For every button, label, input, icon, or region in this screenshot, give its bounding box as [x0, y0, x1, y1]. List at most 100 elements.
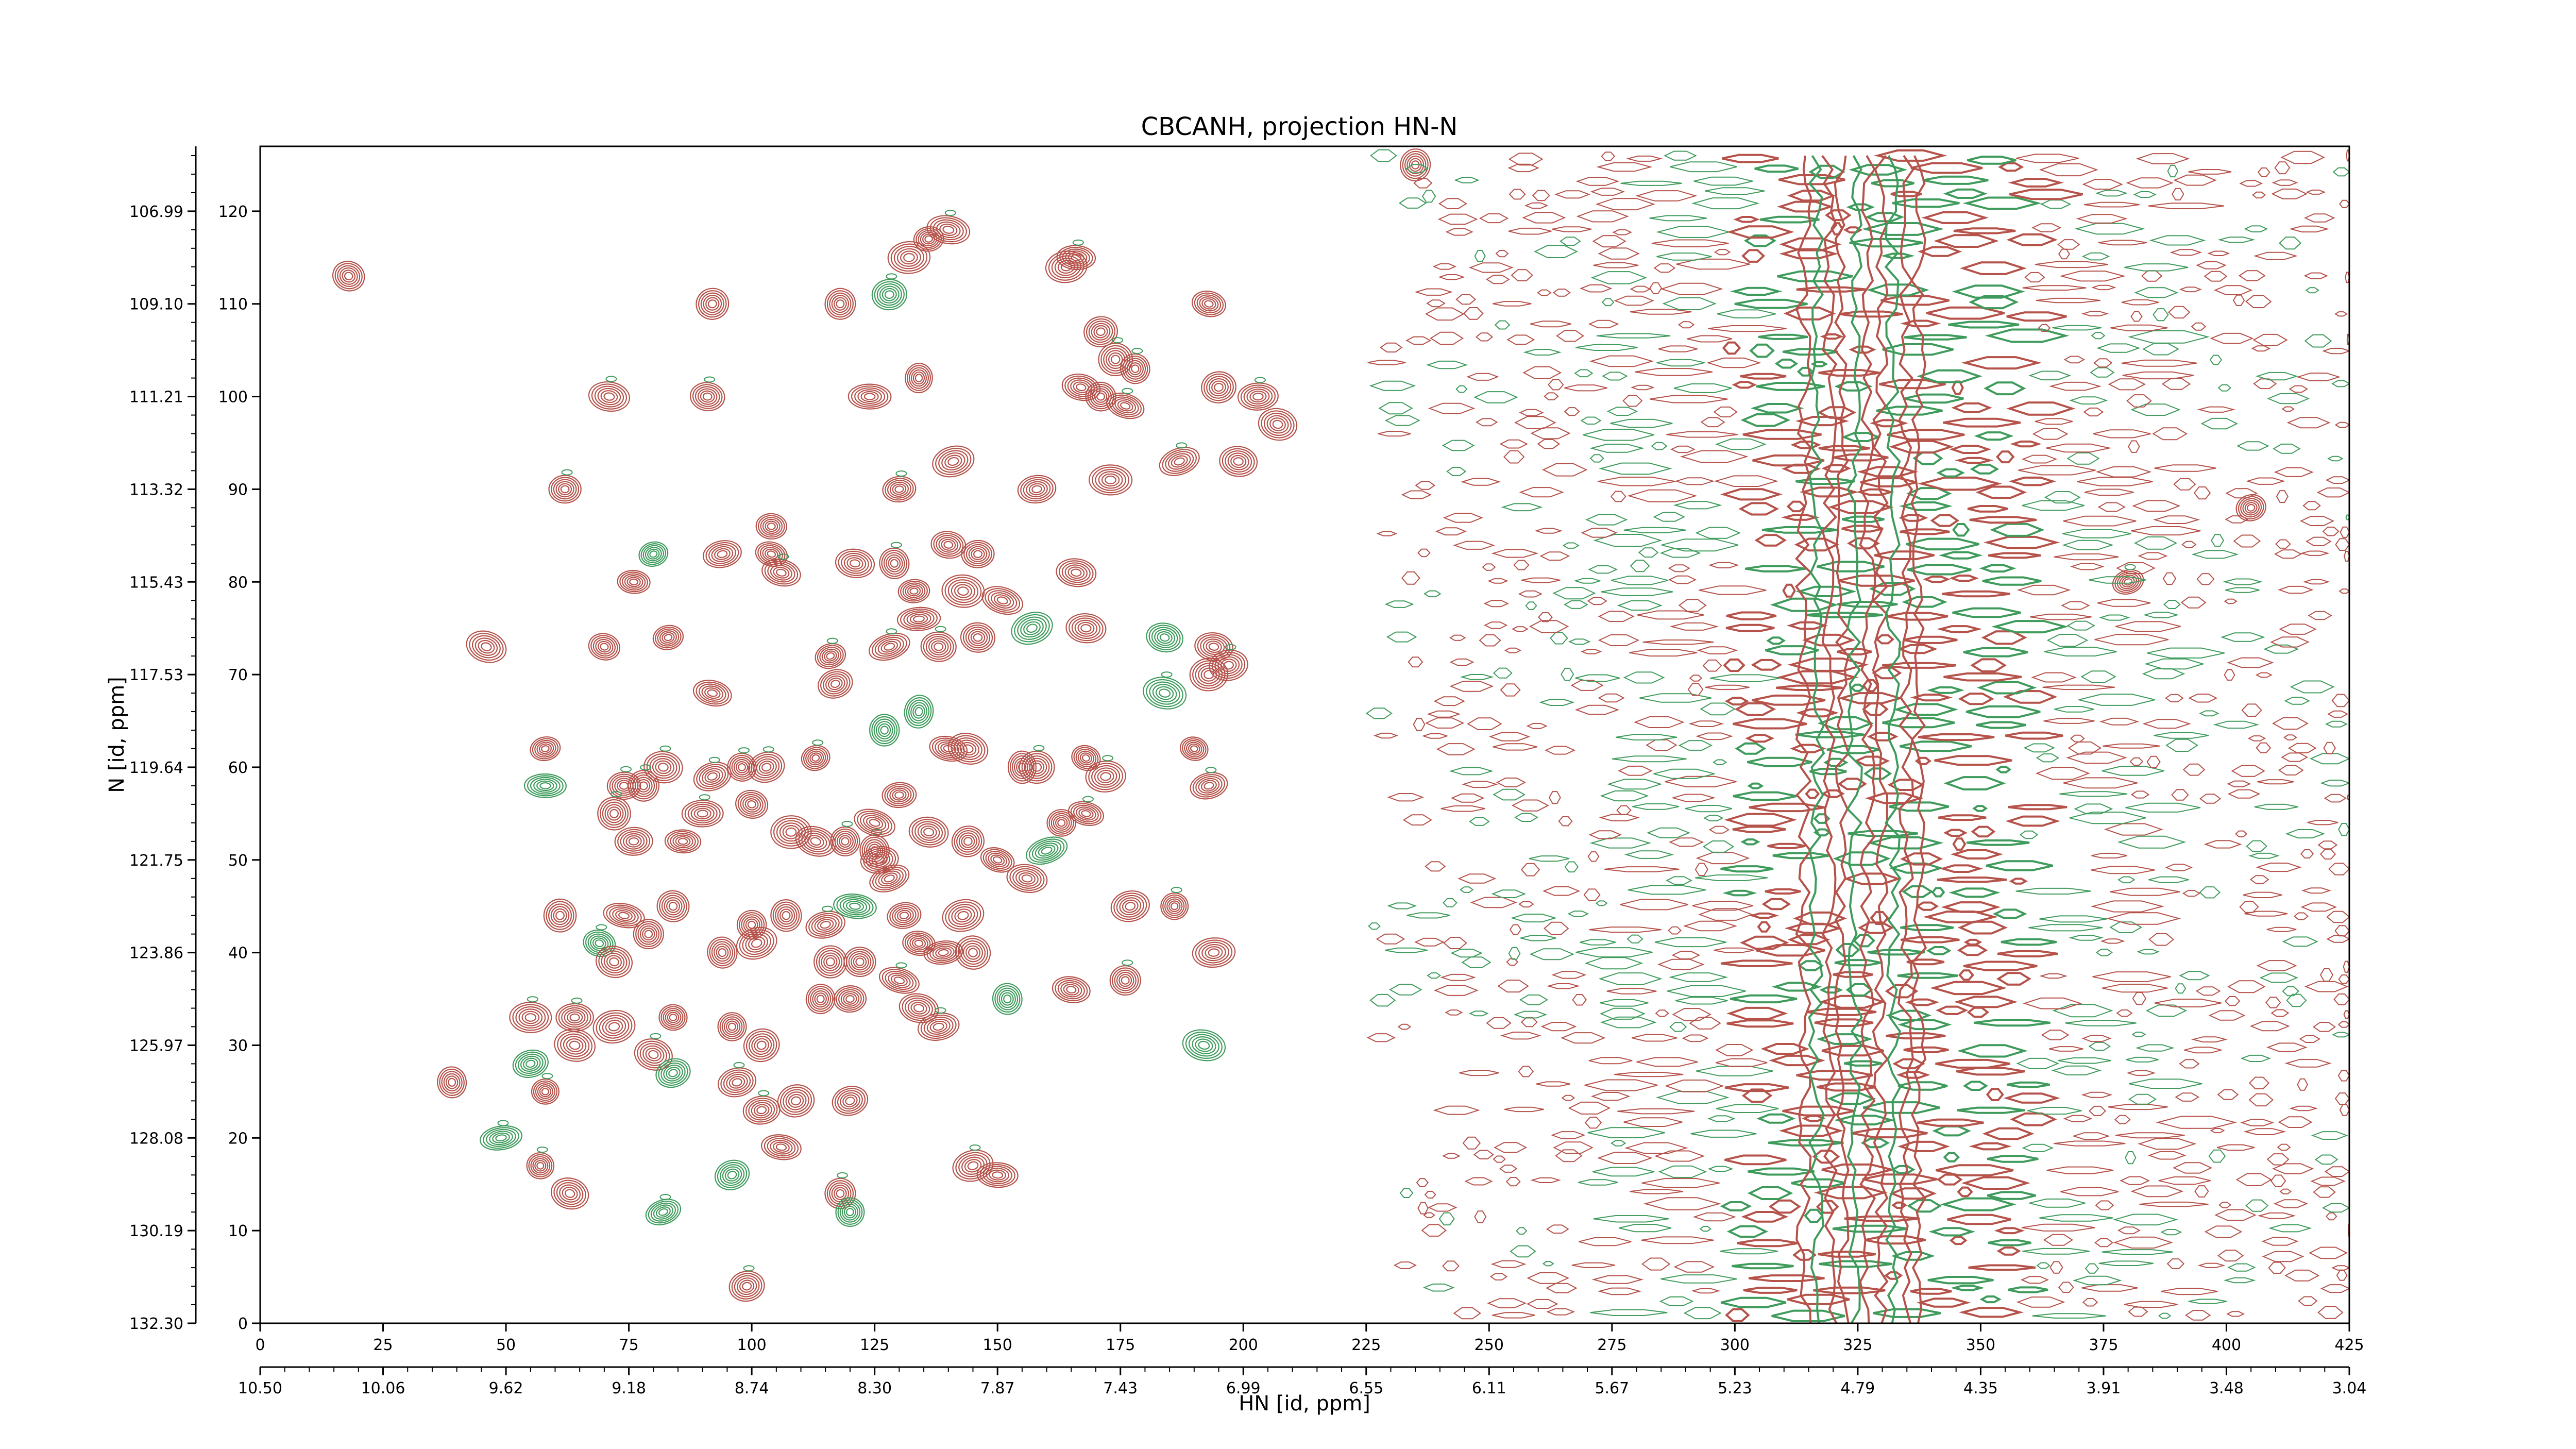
peak-74-contour-3 — [733, 759, 751, 776]
peak-141-contour-5 — [448, 1077, 456, 1087]
noise-contour — [1891, 1201, 1907, 1209]
peak-107 — [707, 936, 738, 969]
noise-contour — [1561, 1032, 1606, 1044]
noise-contour — [2300, 849, 2314, 858]
noise-contour — [2161, 1288, 2218, 1295]
peak-135-contour-1 — [1055, 978, 1088, 1002]
noise-contour — [1699, 1226, 1711, 1232]
noise-contour — [1886, 612, 1948, 621]
noise-contour — [1726, 1006, 1788, 1020]
noise-contour — [1707, 1166, 1734, 1172]
noise-contour — [1536, 1081, 1570, 1087]
noise-contour — [1708, 325, 1787, 332]
peak-91-contour-5 — [869, 819, 880, 827]
peak-1-contour-4 — [1409, 158, 1422, 172]
noise-contour — [2100, 938, 2125, 944]
noise-contour — [1952, 284, 2025, 299]
noise-contour — [2070, 563, 2105, 570]
noise-contour — [1614, 1072, 1684, 1077]
noise-contour — [1886, 1032, 1946, 1040]
peak-97-contour-0 — [1026, 836, 1068, 865]
noise-contour — [1695, 527, 1741, 539]
peak-155-contour-4 — [655, 1206, 671, 1218]
peak-14-contour-3 — [597, 387, 621, 406]
peak-134-contour-2 — [996, 987, 1019, 1010]
peak-84-contour-2 — [687, 803, 718, 823]
peak-23-contour-1 — [1261, 410, 1295, 439]
peak-87-contour-2 — [801, 830, 831, 852]
peak-23-contour-5 — [1272, 419, 1283, 429]
noise-contour — [1997, 950, 2058, 957]
noise-contour — [2257, 167, 2270, 177]
noise-contour — [2046, 1166, 2114, 1174]
peak-65-contour-3 — [937, 741, 959, 756]
peak-44-contour-2 — [988, 590, 1018, 611]
noise-contour — [2129, 757, 2144, 766]
peak-149-contour-4 — [534, 1160, 547, 1172]
noise-contour — [1708, 825, 1730, 834]
peak-31-contour-4 — [626, 577, 641, 587]
noise-contour — [1454, 177, 1480, 183]
peak-96-contour-0 — [1006, 864, 1048, 893]
noise-contour — [1463, 307, 1484, 320]
peak-11-contour-5 — [1110, 355, 1121, 364]
peak-57-contour-1 — [1148, 625, 1181, 650]
peak-134-contour-1 — [994, 985, 1021, 1013]
ridge-contour-9 — [1910, 155, 1927, 1323]
peak-48-contour-1 — [469, 633, 504, 661]
peak-7-neg-lobe — [944, 210, 956, 216]
noise-contour — [2084, 488, 2134, 496]
peak-15 — [689, 376, 725, 411]
noise-contour — [2081, 311, 2109, 316]
ridge-contour-4 — [1846, 155, 1863, 1323]
peak-157-contour-0 — [835, 1197, 865, 1227]
noise-contour — [1717, 309, 1776, 318]
peak-0 — [332, 261, 365, 292]
noise-contour — [2284, 1269, 2320, 1282]
noise-contour — [1374, 732, 1398, 739]
peak-73-contour-3 — [807, 750, 824, 766]
noise-contour — [1405, 164, 1429, 174]
peak-143-neg-lobe — [541, 1073, 553, 1080]
peak-85-contour-5 — [747, 800, 756, 808]
noise-contour — [2246, 477, 2285, 485]
noise-contour — [1996, 450, 2015, 464]
noise-contour — [1433, 696, 1465, 706]
noise-contour — [2095, 190, 2128, 197]
noise-contour — [1414, 937, 1445, 947]
noise-contour — [1591, 1275, 1644, 1284]
peak-9-neg-lobe — [1072, 239, 1084, 246]
noise-contour — [1833, 851, 1891, 866]
noise-contour — [2262, 1251, 2304, 1262]
noise-contour — [2010, 1112, 2057, 1126]
peak-54-contour-2 — [874, 636, 904, 657]
noise-contour — [2179, 971, 2210, 981]
noise-contour — [1972, 805, 1988, 812]
noise-contour — [1588, 830, 1622, 839]
y-index-tick-label-60: 60 — [228, 759, 248, 777]
peak-38-contour-5 — [890, 559, 899, 568]
noise-contour — [1876, 406, 1943, 416]
noise-contour — [1957, 1044, 2028, 1058]
peak-16-contour-5 — [863, 393, 876, 400]
peak-36-contour-2 — [767, 563, 795, 583]
peak-90 — [869, 864, 910, 892]
noise-contour — [2313, 1186, 2336, 1198]
peak-97-contour-1 — [1028, 838, 1065, 863]
peak-150-contour-1 — [764, 1136, 799, 1158]
peak-160 — [2112, 564, 2144, 595]
noise-contour — [1473, 1150, 1494, 1159]
noise-contour — [1521, 577, 1561, 583]
peak-111-contour-2 — [811, 915, 840, 935]
peak-87-contour-4 — [807, 835, 824, 848]
noise-contour — [1695, 874, 1768, 881]
peak-29-contour-2 — [1095, 468, 1126, 491]
noise-contour — [1590, 1092, 1631, 1101]
peak-15-contour-2 — [694, 386, 720, 407]
peak-142 — [512, 1049, 549, 1078]
noise-contour — [2289, 385, 2308, 393]
noise-contour — [1486, 1017, 1512, 1029]
noise-contour — [2084, 201, 2140, 208]
noise-contour — [1741, 1211, 1789, 1223]
noise-contour — [1668, 564, 1690, 572]
